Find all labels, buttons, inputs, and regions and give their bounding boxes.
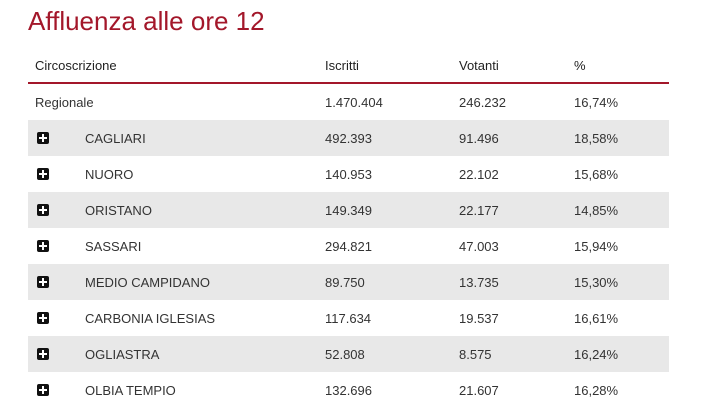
expand-plus-icon[interactable] — [37, 348, 49, 360]
expand-plus-icon[interactable] — [37, 240, 49, 252]
row-iscritti: 132.696 — [325, 382, 372, 398]
expand-plus-icon[interactable] — [37, 276, 49, 288]
row-name: Regionale — [35, 94, 94, 110]
page-title: Affluenza alle ore 12 — [28, 6, 265, 36]
table-row: CAGLIARI 492.393 91.496 18,58% — [28, 120, 669, 156]
row-iscritti: 149.349 — [325, 202, 372, 218]
column-header-circoscrizione[interactable]: Circoscrizione — [35, 57, 117, 73]
row-iscritti: 140.953 — [325, 166, 372, 182]
row-iscritti: 492.393 — [325, 130, 372, 146]
row-votanti: 22.102 — [459, 166, 499, 182]
row-name: CAGLIARI — [85, 130, 146, 146]
row-iscritti: 89.750 — [325, 274, 365, 290]
row-name: MEDIO CAMPIDANO — [85, 274, 210, 290]
column-header-percent[interactable]: % — [574, 57, 586, 73]
row-percent: 16,28% — [574, 382, 619, 398]
row-percent: 14,85% — [574, 202, 619, 218]
row-votanti: 246.232 — [459, 94, 506, 110]
turnout-table: Circoscrizione Iscritti Votanti % Region… — [28, 48, 669, 408]
row-name: NUORO — [85, 166, 134, 182]
row-percent: 16,61% — [574, 310, 619, 326]
row-votanti: 91.496 — [459, 130, 499, 146]
row-votanti: 19.537 — [459, 310, 499, 326]
column-header-votanti[interactable]: Votanti — [459, 57, 499, 73]
table-row: ORISTANO 149.349 22.177 14,85% — [28, 192, 669, 228]
row-percent: 18,58% — [574, 130, 619, 146]
row-name: ORISTANO — [85, 202, 152, 218]
row-votanti: 8.575 — [459, 346, 492, 362]
row-votanti: 13.735 — [459, 274, 499, 290]
row-name: SASSARI — [85, 238, 142, 254]
row-percent: 15,30% — [574, 274, 619, 290]
expand-plus-icon[interactable] — [37, 132, 49, 144]
row-percent: 15,94% — [574, 238, 619, 254]
table-row: OGLIASTRA 52.808 8.575 16,24% — [28, 336, 669, 372]
row-percent: 16,24% — [574, 346, 619, 362]
row-iscritti: 1.470.404 — [325, 94, 383, 110]
table-row: NUORO 140.953 22.102 15,68% — [28, 156, 669, 192]
row-name: OLBIA TEMPIO — [85, 382, 176, 398]
row-iscritti: 52.808 — [325, 346, 365, 362]
column-header-iscritti[interactable]: Iscritti — [325, 57, 359, 73]
row-votanti: 22.177 — [459, 202, 499, 218]
table-row: CARBONIA IGLESIAS 117.634 19.537 16,61% — [28, 300, 669, 336]
row-iscritti: 117.634 — [325, 310, 372, 326]
row-percent: 15,68% — [574, 166, 619, 182]
table-row: OLBIA TEMPIO 132.696 21.607 16,28% — [28, 372, 669, 408]
table-row: SASSARI 294.821 47.003 15,94% — [28, 228, 669, 264]
row-name: CARBONIA IGLESIAS — [85, 310, 216, 326]
table-row: MEDIO CAMPIDANO 89.750 13.735 15,30% — [28, 264, 669, 300]
expand-plus-icon[interactable] — [37, 312, 49, 324]
expand-plus-icon[interactable] — [37, 204, 49, 216]
row-votanti: 47.003 — [459, 238, 499, 254]
table-header: Circoscrizione Iscritti Votanti % — [28, 48, 669, 84]
row-votanti: 21.607 — [459, 382, 499, 398]
row-iscritti: 294.821 — [325, 238, 372, 254]
row-percent: 16,74% — [574, 94, 619, 110]
expand-plus-icon[interactable] — [37, 384, 49, 396]
row-name: OGLIASTRA — [85, 346, 160, 362]
expand-plus-icon[interactable] — [37, 168, 49, 180]
table-row-regionale: Regionale 1.470.404 246.232 16,74% — [28, 84, 669, 120]
